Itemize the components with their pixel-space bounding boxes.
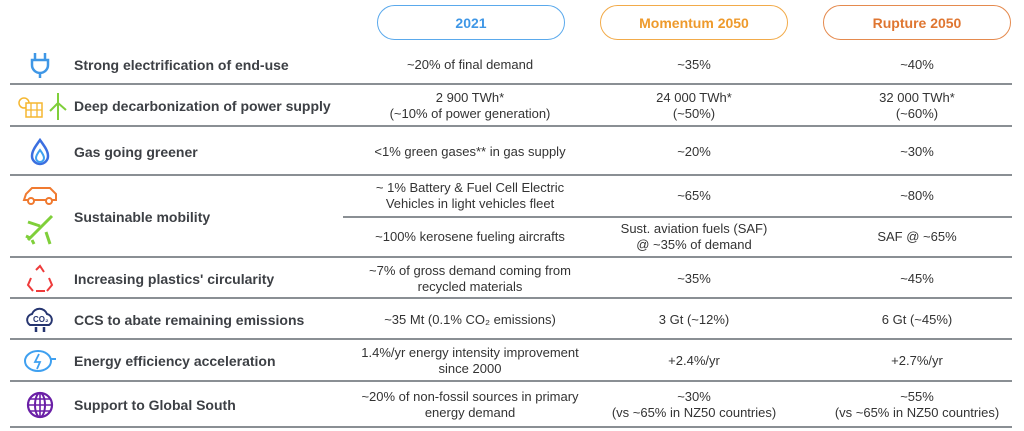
table-row (10, 127, 1012, 176)
row-label: CCS to abate remaining emissions (74, 311, 305, 328)
cell-rupture: 6 Gt (~45%) (881, 311, 953, 327)
row-label: Increasing plastics' circularity (74, 270, 275, 287)
cell-rupture: 32 000 TWh* (~60%) (879, 90, 955, 121)
row-label: Gas going greener (74, 143, 198, 160)
row-label: Support to Global South (74, 397, 236, 413)
cell-2021: ~20% of non-fossil sources in primary en… (361, 389, 579, 420)
cell-2021: ~100% kerosene fueling aircrafts (375, 229, 565, 244)
cell-rupture: ~30% (900, 143, 934, 159)
row-label: Strong electrification of end-use (74, 57, 289, 73)
recycle-icon (10, 258, 70, 299)
cell-momentum: ~35% (677, 270, 711, 286)
cell-momentum: ~35% (677, 57, 711, 72)
cell-momentum: Sust. aviation fuels (SAF) @ ~35% of dem… (620, 221, 768, 252)
cell-2021: 2 900 TWh* (~10% of power generation) (389, 90, 551, 121)
flame-icon (10, 127, 70, 176)
piggy-bank-icon (10, 340, 70, 382)
table-row (10, 340, 1012, 382)
table-row (10, 299, 1012, 340)
solar-wind-icon (10, 85, 70, 127)
cell-momentum: ~65% (677, 188, 711, 203)
cell-2021: 1.4%/yr energy intensity improvement sin… (361, 345, 579, 376)
cell-momentum: ~30% (vs ~65% in NZ50 countries) (611, 389, 777, 420)
row-label: Deep decarbonization of power supply (74, 98, 331, 114)
mobility-sub-divider (343, 216, 1012, 218)
table-row (10, 85, 1012, 127)
cell-rupture: ~55% (vs ~65% in NZ50 countries) (834, 389, 1000, 420)
row-label: Energy efficiency acceleration (74, 353, 276, 369)
car-plane-icon (10, 176, 70, 258)
table-row (10, 45, 1012, 85)
header-2021: 2021 (377, 5, 565, 40)
cell-momentum: ~20% (677, 143, 711, 159)
table-row (10, 176, 1012, 258)
cell-momentum: 24 000 TWh* (~50%) (656, 90, 732, 121)
table-row (10, 382, 1012, 428)
cell-2021: ~20% of final demand (406, 57, 534, 72)
cell-momentum: 3 Gt (~12%) (658, 311, 730, 327)
cell-momentum: +2.4%/yr (668, 353, 720, 368)
globe-icon (10, 382, 70, 428)
cell-rupture: +2.7%/yr (891, 353, 943, 368)
plug-icon (10, 45, 70, 85)
cell-2021: <1% green gases** in gas supply (374, 143, 566, 159)
table-row (10, 258, 1012, 299)
row-label: Sustainable mobility (74, 209, 211, 225)
cell-rupture: ~45% (900, 270, 934, 286)
header-rupture-2050: Rupture 2050 (823, 5, 1011, 40)
cell-2021: ~7% of gross demand coming from recycled… (369, 262, 571, 294)
cell-2021: ~ 1% Battery & Fuel Cell Electric Vehicl… (375, 180, 565, 211)
cell-2021: ~35 Mt (0.1% CO₂ emissions) (384, 311, 556, 327)
cell-rupture: SAF @ ~65% (877, 229, 957, 244)
cell-rupture: ~40% (900, 57, 934, 72)
svg-text:CO₂: CO₂ (33, 315, 49, 324)
cell-rupture: ~80% (900, 188, 934, 203)
co2-cloud-icon: CO₂ (10, 299, 70, 340)
header-momentum-2050: Momentum 2050 (600, 5, 788, 40)
